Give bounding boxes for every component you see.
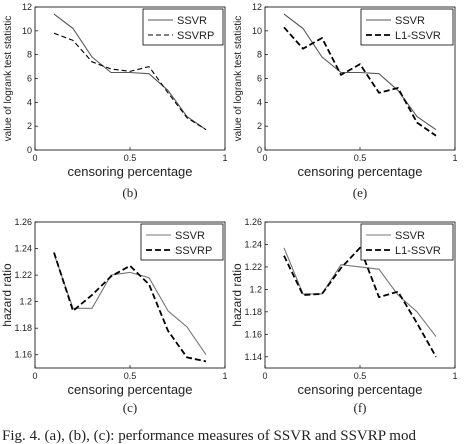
y-tick-label: 2 [257,121,262,131]
x-tick-label: 0.5 [124,153,137,163]
legend-box [140,223,224,261]
x-axis-label: censoring percentage [297,164,422,179]
chart-panel-3: 0 0.5 1 1.16 1.18 1.2 1.22 1.24 1.26 censoring pe… [0,217,228,415]
x-axis-label: censoring percentage [67,164,192,179]
series-line-ssvr [283,247,437,337]
legend-label: SSVR [177,15,207,27]
y-tick-label: 1.18 [14,323,32,333]
x-tick-label: 1 [452,371,457,381]
series-line-l1-ssvr [283,246,437,358]
x-tick-label: 0 [262,371,267,381]
series-line-ssvr [283,13,437,131]
legend: SSVR SSVRP [140,223,224,261]
x-axis-label: censoring percentage [297,382,422,397]
legend-label: SSVR [395,15,425,27]
y-tick-label: 1.26 [14,217,32,227]
y-axis-label: value of logrank test statistic [3,16,14,142]
figure-caption: Fig. 4. (a), (b), (c): performance measu… [2,428,416,444]
y-tick-label: 1.2 [19,297,32,307]
panel-caption: (b) [122,185,137,200]
chart-panel-4: 0 0.5 1 1.14 1.16 1.18 1.2 1.22 1.24 1.26 censorin… [230,217,458,415]
y-tick-label: 1.24 [244,239,262,249]
y-tick-label: 1.16 [244,329,262,339]
y-tick-label: 1.14 [244,352,262,362]
y-tick-label: 1.22 [244,262,262,272]
legend-label: SSVRP [177,30,214,42]
legend-label: SSVR [395,230,425,242]
y-tick-label: 10 [22,26,32,36]
panel-caption: (e) [353,185,367,200]
y-tick-label: 8 [257,50,262,60]
y-tick-label: 4 [27,97,32,107]
legend-label: SSVR [175,230,205,242]
x-tick-label: 0.5 [124,371,137,381]
x-tick-label: 1 [222,371,227,381]
y-tick-label: 0 [27,145,32,155]
y-tick-label: 1.24 [14,244,32,254]
y-axis-label: hazard ratio [0,263,14,327]
legend: SSVR L1-SSVR [360,8,454,46]
legend-label: SSVRP [175,245,212,257]
legend-box [360,223,454,261]
x-axis-label: censoring percentage [67,382,192,397]
series-line-ssvr [53,253,207,356]
y-tick-label: 6 [27,74,32,84]
x-tick-label: 0 [32,153,37,163]
y-tick-label: 2 [27,121,32,131]
series-line-l1-ssvr [283,26,437,137]
x-tick-label: 0.5 [354,371,367,381]
x-tick-label: 0 [262,153,267,163]
y-tick-label: 12 [22,2,32,12]
y-tick-label: 1.18 [244,307,262,317]
y-tick-label: 8 [27,50,32,60]
y-axis-label: value of logrank test statistic [233,16,244,142]
y-tick-label: 1.2 [249,284,262,294]
x-tick-label: 0 [32,371,37,381]
legend-box [142,8,224,46]
legend: SSVR SSVRP [142,8,224,46]
y-tick-label: 4 [257,97,262,107]
series-line-ssvr [53,13,207,131]
y-tick-label: 12 [252,2,262,12]
y-tick-label: 1.26 [244,217,262,227]
panel-caption: (c) [123,400,137,415]
panel-caption: (f) [354,400,367,415]
legend-label: L1-SSVR [395,245,441,257]
y-tick-label: 10 [252,26,262,36]
y-tick-label: 1.16 [14,350,32,360]
y-tick-label: 0 [257,145,262,155]
x-tick-label: 0.5 [354,153,367,163]
y-axis-label: hazard ratio [230,263,244,327]
legend-label: L1-SSVR [395,30,441,42]
x-tick-label: 1 [222,153,227,163]
series-line-ssvrp [53,32,207,131]
series-line-ssvrp [53,252,207,363]
legend-box [360,8,454,46]
legend: SSVR L1-SSVR [360,223,454,261]
y-tick-label: 6 [257,74,262,84]
y-tick-label: 1.22 [14,270,32,280]
x-tick-label: 1 [452,153,457,163]
